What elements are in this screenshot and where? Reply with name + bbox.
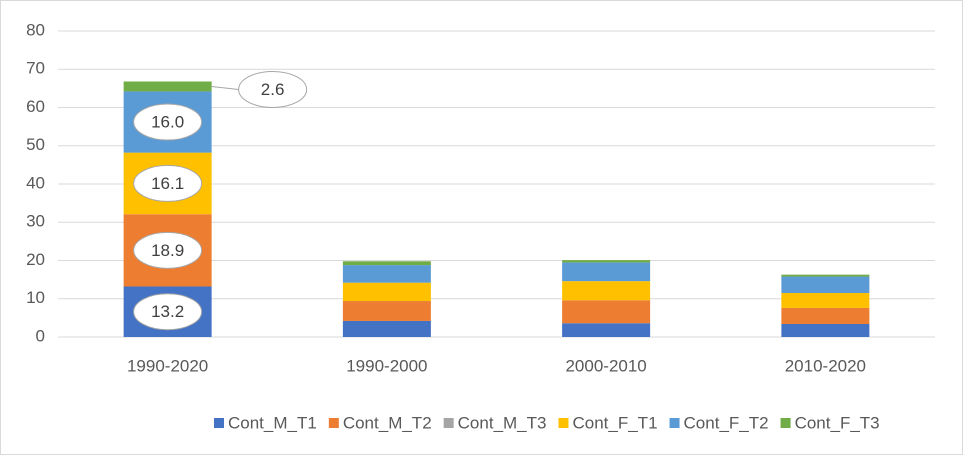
bar-segment	[562, 262, 651, 282]
bar-segment	[781, 307, 870, 324]
legend-swatch	[669, 418, 680, 428]
legend-swatch	[214, 418, 224, 428]
bar-segment	[781, 276, 870, 294]
data-label: 16.1	[151, 174, 184, 193]
y-tick-label: 60	[26, 97, 45, 116]
y-tick-label: 20	[26, 250, 45, 269]
bar-segment	[342, 301, 431, 321]
data-label: 18.9	[151, 241, 184, 260]
legend-label: Cont_F_T2	[684, 413, 769, 432]
bar-segment	[123, 81, 212, 92]
x-tick-label: 1990-2000	[346, 356, 427, 375]
bar-segment	[562, 300, 651, 324]
data-label: 16.0	[151, 113, 184, 132]
y-tick-label: 70	[26, 59, 45, 78]
legend-label: Cont_M_T2	[343, 413, 432, 432]
data-label-bubble	[238, 70, 308, 108]
x-tick-label: 2000-2010	[565, 356, 646, 375]
data-label: 2.6	[261, 80, 285, 99]
legend-swatch	[558, 418, 569, 428]
data-label-bubble	[133, 231, 203, 269]
legend-swatch	[328, 418, 339, 428]
bar-segment	[342, 261, 431, 266]
data-label-bubble	[133, 293, 203, 331]
leader-line	[211, 85, 239, 90]
bar-segment	[781, 323, 870, 337]
bar-segment	[342, 265, 431, 283]
legend-swatch	[443, 418, 454, 428]
x-tick-label: 1990-2020	[127, 356, 208, 375]
data-label-bubble	[133, 103, 203, 141]
bar-segment	[781, 274, 870, 277]
bar-segment	[562, 281, 651, 301]
bar-segment	[342, 282, 431, 302]
data-label-bubble	[133, 164, 203, 202]
bar-segment	[562, 260, 651, 263]
legend-label: Cont_M_T1	[228, 413, 317, 432]
y-tick-label: 10	[26, 288, 45, 307]
data-label: 13.2	[151, 302, 184, 321]
legend-label: Cont_M_T3	[458, 413, 547, 432]
legend-label: Cont_F_T3	[795, 413, 880, 432]
legend-swatch	[780, 418, 791, 428]
y-tick-label: 80	[26, 20, 45, 39]
y-tick-label: 40	[26, 173, 45, 192]
bar-segment	[562, 323, 651, 337]
y-tick-label: 0	[36, 326, 45, 345]
legend-label: Cont_F_T1	[572, 413, 657, 432]
y-tick-label: 30	[26, 212, 45, 231]
x-tick-label: 2010-2020	[785, 356, 866, 375]
bar-segment	[342, 320, 431, 337]
bar-segment	[781, 293, 870, 308]
y-tick-label: 50	[26, 135, 45, 154]
